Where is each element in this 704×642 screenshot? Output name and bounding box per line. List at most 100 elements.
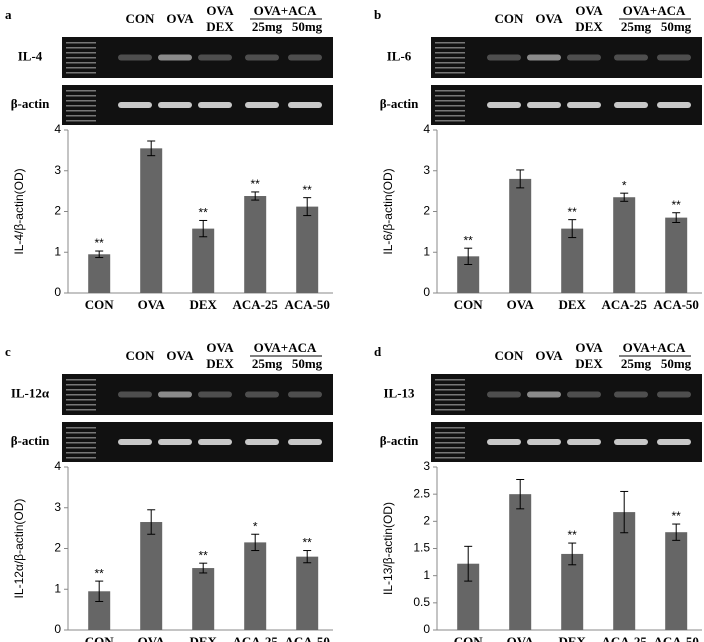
gel-band <box>527 54 561 61</box>
ladder-band <box>435 452 465 454</box>
x-tick-label: CON <box>85 297 115 312</box>
gel-band <box>288 391 322 398</box>
bar <box>244 542 267 630</box>
gel-label: β-actin <box>11 96 50 111</box>
ladder-band <box>435 384 465 386</box>
lane-label: OVA <box>166 348 194 363</box>
y-tick-label: 0 <box>423 622 430 636</box>
x-tick-label: DEX <box>558 297 586 312</box>
lane-label: CON <box>126 11 156 26</box>
y-tick-label: 1 <box>423 244 430 258</box>
y-tick-label: 4 <box>423 122 430 136</box>
y-tick-label: 4 <box>54 122 61 136</box>
x-tick-label: OVA <box>507 634 535 642</box>
bar <box>613 512 636 630</box>
bar <box>561 228 584 293</box>
y-tick-label: 2.5 <box>413 486 430 500</box>
gel-band <box>614 439 648 445</box>
gel-band <box>527 102 561 108</box>
significance: ** <box>95 566 105 580</box>
x-tick-label: ACA-25 <box>232 634 278 642</box>
ladder-band <box>435 389 465 391</box>
significance: ** <box>568 528 578 542</box>
ladder-band <box>66 404 96 406</box>
lane-label: CON <box>126 348 156 363</box>
significance: ** <box>672 198 682 212</box>
gel-band <box>245 391 279 398</box>
significance: ** <box>303 536 313 550</box>
ladder-band <box>66 409 96 411</box>
lane-label: OVA+ACA <box>623 3 686 18</box>
gel-band <box>288 54 322 61</box>
ladder-band <box>66 62 96 64</box>
gel-band <box>158 54 192 61</box>
ladder-band <box>66 100 96 102</box>
gel <box>62 374 333 415</box>
ladder-band <box>66 52 96 54</box>
ladder-band <box>66 95 96 97</box>
ladder-band <box>435 442 465 444</box>
lane-label: OVA+ACA <box>623 340 686 355</box>
ladder-band <box>435 42 465 44</box>
y-tick-label: 4 <box>54 459 61 473</box>
ladder-band <box>435 437 465 439</box>
y-tick-label: 1.5 <box>413 541 430 555</box>
ladder-band <box>66 389 96 391</box>
y-tick-label: 0 <box>54 622 61 636</box>
ladder-band <box>435 409 465 411</box>
bar <box>140 522 163 630</box>
significance: ** <box>464 233 474 247</box>
lane-label: 50mg <box>661 356 692 371</box>
gel-band <box>614 102 648 108</box>
bar <box>244 196 267 293</box>
lane-label: 50mg <box>292 356 323 371</box>
panel-label: b <box>374 7 381 22</box>
lane-label: 50mg <box>292 19 323 34</box>
lane-label: OVA <box>206 340 234 355</box>
gel-band <box>614 54 648 61</box>
y-axis-title: IL-6/β-actin(OD) <box>381 168 395 254</box>
ladder-band <box>66 442 96 444</box>
ladder-band <box>435 47 465 49</box>
y-tick-label: 2 <box>54 541 61 555</box>
ladder-band <box>66 394 96 396</box>
bar <box>613 197 636 293</box>
gel <box>431 37 702 78</box>
gel-band <box>198 54 232 61</box>
lane-label: OVA <box>535 348 563 363</box>
gel-band <box>657 102 691 108</box>
lane-label: OVA <box>535 11 563 26</box>
ladder-band <box>66 384 96 386</box>
gel-band <box>158 439 192 445</box>
ladder-band <box>435 379 465 381</box>
ladder-band <box>66 72 96 74</box>
ladder-band <box>435 432 465 434</box>
ladder-band <box>435 399 465 401</box>
panel-label: d <box>374 344 382 359</box>
ladder-band <box>66 105 96 107</box>
x-tick-label: OVA <box>507 297 535 312</box>
ladder-band <box>435 394 465 396</box>
gel-label: IL-12α <box>11 385 50 400</box>
lane-label: DEX <box>575 356 603 371</box>
ladder-band <box>435 105 465 107</box>
ladder-band <box>66 432 96 434</box>
lane-label: OVA+ACA <box>254 340 317 355</box>
bar <box>192 228 215 293</box>
lane-label: OVA <box>166 11 194 26</box>
gel-band <box>158 391 192 398</box>
ladder-band <box>66 120 96 122</box>
ladder-band <box>435 110 465 112</box>
gel-label: IL-13 <box>383 385 415 400</box>
gel-label: β-actin <box>380 96 419 111</box>
ladder-band <box>66 47 96 49</box>
bar <box>665 217 688 293</box>
y-tick-label: 1 <box>423 568 430 582</box>
bar <box>140 148 163 293</box>
ladder-band <box>66 457 96 459</box>
bar <box>561 553 584 630</box>
y-tick-label: 2 <box>423 204 430 218</box>
ladder-band <box>66 399 96 401</box>
gel-band <box>198 439 232 445</box>
y-axis-title: IL-12α/β-actin(OD) <box>12 499 26 599</box>
